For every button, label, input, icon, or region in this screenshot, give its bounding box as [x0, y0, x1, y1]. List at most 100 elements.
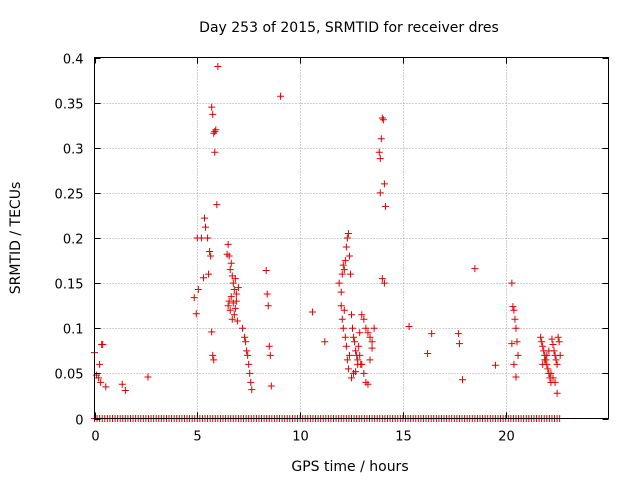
data-point — [380, 180, 388, 188]
data-point — [207, 252, 215, 260]
data-point — [227, 293, 235, 301]
data-point — [368, 344, 376, 352]
data-point — [548, 335, 556, 343]
data-point — [265, 342, 273, 350]
plot-frame — [94, 57, 609, 419]
data-point — [225, 252, 233, 260]
data-point — [549, 374, 557, 382]
x-tick-label: 5 — [193, 430, 201, 445]
data-point — [231, 304, 239, 312]
data-point — [239, 324, 247, 332]
data-point — [197, 234, 205, 242]
y-tick-label: 0.2 — [63, 233, 84, 248]
y-tick-label: 0.25 — [55, 188, 84, 203]
data-point — [337, 288, 345, 296]
data-point — [244, 351, 252, 359]
data-point — [212, 126, 220, 134]
data-point — [352, 347, 360, 355]
data-point — [539, 360, 547, 368]
data-point — [338, 315, 346, 323]
data-point — [340, 306, 348, 314]
data-point — [345, 252, 353, 260]
data-point — [459, 376, 467, 384]
data-point — [491, 361, 499, 369]
data-point — [556, 351, 564, 359]
data-point — [545, 347, 553, 355]
data-point — [335, 279, 343, 287]
x-axis-title: GPS time / hours — [291, 459, 408, 475]
data-point — [511, 315, 519, 323]
data-point — [208, 328, 216, 336]
data-point — [230, 285, 238, 293]
data-point — [118, 380, 126, 388]
data-point — [552, 356, 560, 364]
data-point — [247, 378, 255, 386]
data-point — [228, 315, 236, 323]
data-point — [349, 324, 357, 332]
data-point — [375, 148, 383, 156]
data-point — [512, 373, 520, 381]
data-point — [338, 270, 346, 278]
data-point — [376, 155, 384, 163]
data-point — [348, 311, 355, 319]
y-tick-label: 0.35 — [55, 98, 84, 113]
data-point — [512, 324, 520, 332]
data-point — [121, 387, 129, 395]
data-point — [424, 350, 432, 358]
data-point — [214, 63, 222, 71]
data-point — [454, 330, 462, 338]
data-point — [364, 329, 372, 337]
data-point — [226, 306, 234, 314]
x-tick-label: 0 — [91, 430, 99, 445]
data-point — [351, 338, 359, 346]
data-point — [537, 333, 545, 341]
data-point — [246, 369, 254, 377]
data-point — [144, 373, 152, 381]
data-point — [263, 290, 271, 298]
data-point — [366, 333, 374, 341]
data-point — [342, 342, 350, 350]
data-point — [344, 365, 352, 373]
data-point — [277, 92, 285, 100]
data-point — [360, 369, 368, 377]
data-point — [192, 310, 200, 318]
data-point — [209, 351, 217, 359]
data-point — [210, 129, 218, 137]
data-point — [352, 368, 360, 376]
data-point — [554, 333, 562, 341]
x-tick-label: 20 — [498, 430, 515, 445]
data-point — [229, 299, 237, 307]
data-point — [102, 383, 110, 391]
data-point — [243, 347, 251, 355]
data-point — [248, 386, 256, 394]
data-point — [245, 360, 253, 368]
data-point — [213, 201, 221, 209]
x-tick-label: 10 — [292, 430, 309, 445]
data-point — [204, 234, 212, 242]
data-point — [553, 360, 561, 368]
data-point — [234, 284, 242, 292]
data-point — [337, 302, 345, 310]
data-point — [471, 265, 479, 273]
data-point — [264, 302, 272, 310]
data-point — [199, 274, 207, 282]
data-point — [510, 306, 518, 314]
data-point — [206, 248, 214, 256]
data-point — [356, 351, 364, 359]
data-point — [343, 234, 351, 242]
data-point — [379, 116, 387, 124]
chart-title: Day 253 of 2015, SRMTID for receiver dre… — [199, 20, 499, 36]
data-point — [368, 338, 376, 346]
data-point — [308, 308, 316, 316]
data-point — [346, 270, 354, 278]
data-point — [344, 229, 352, 237]
data-point — [209, 110, 217, 118]
data-point — [543, 351, 551, 359]
data-point — [210, 356, 218, 364]
data-points — [91, 63, 564, 422]
y-tick-label: 0.3 — [63, 143, 84, 158]
data-point — [366, 356, 374, 364]
data-point — [194, 285, 202, 293]
data-point — [225, 297, 233, 305]
